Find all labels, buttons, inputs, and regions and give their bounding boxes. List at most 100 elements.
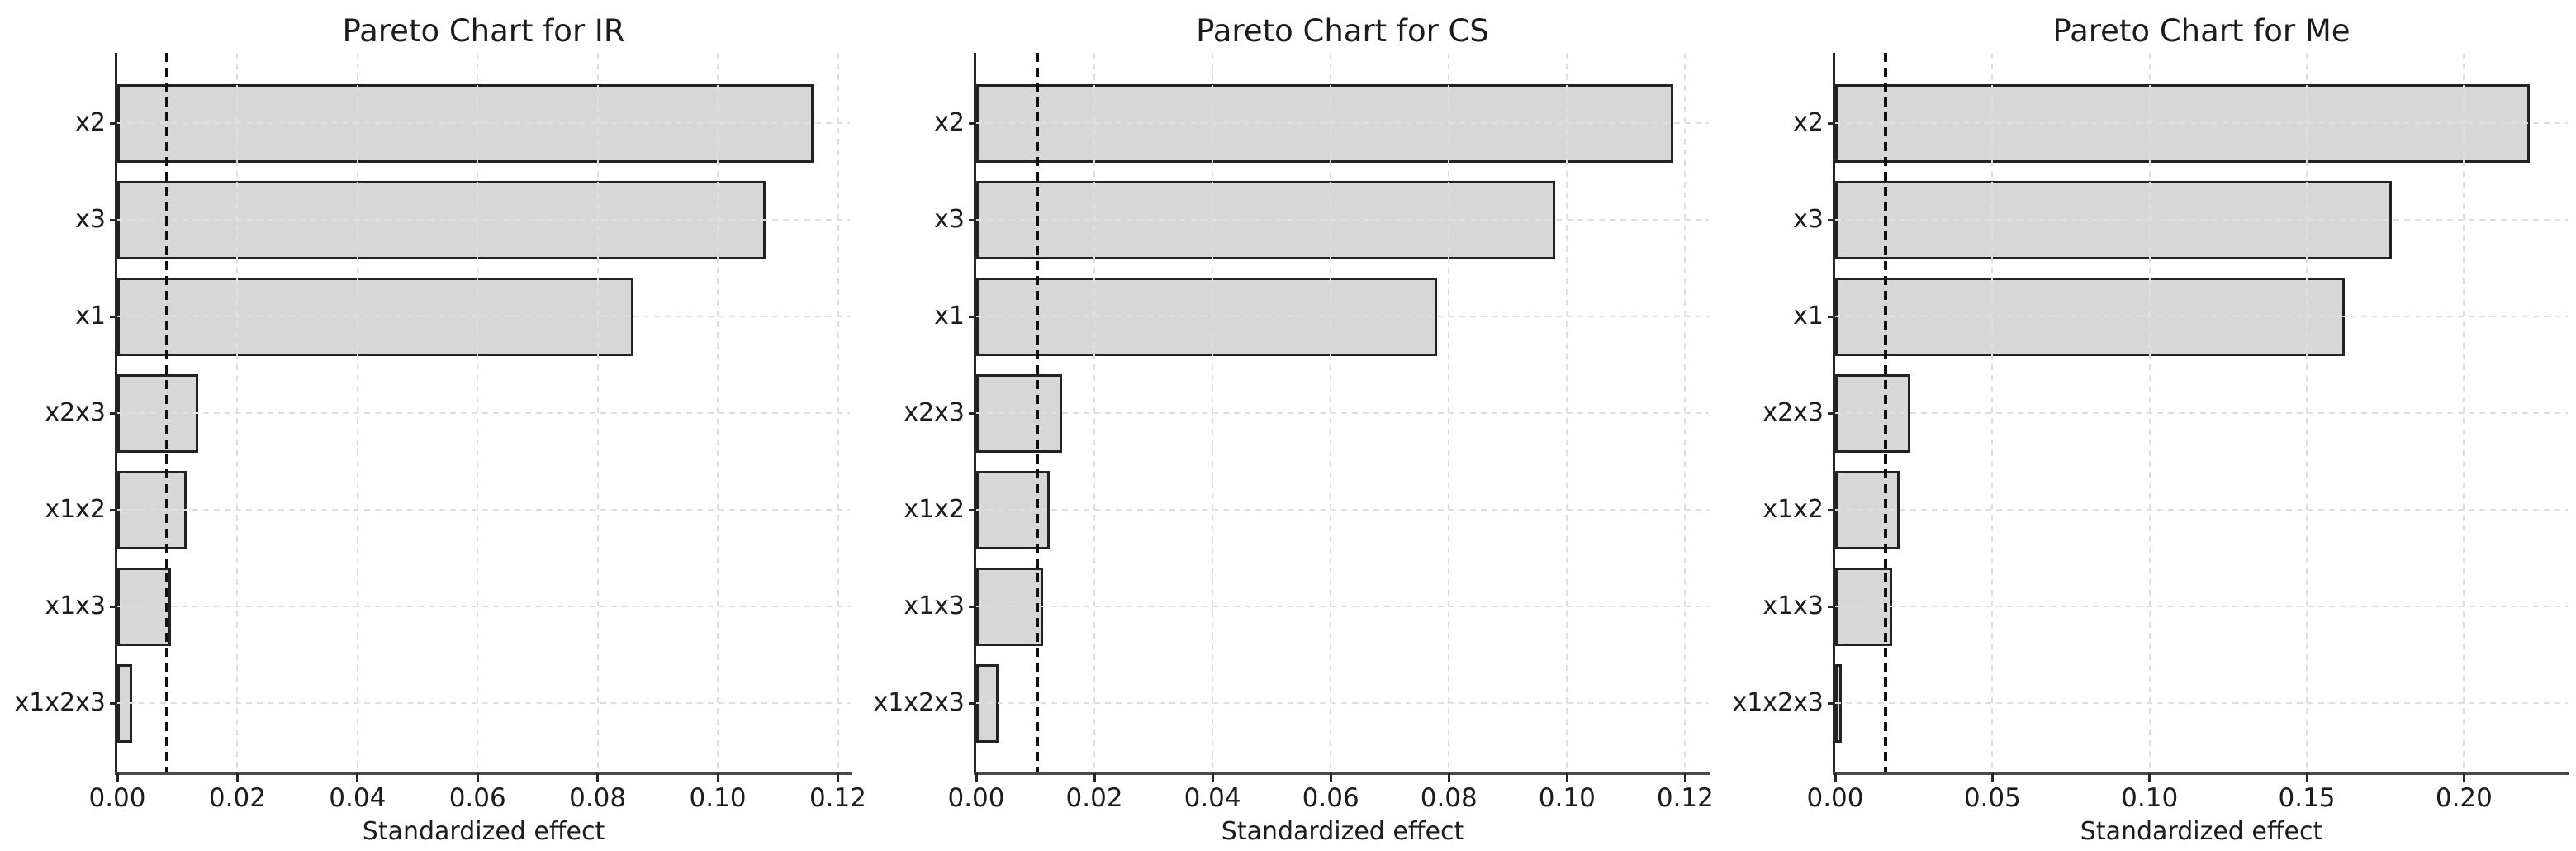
category-label: x1x3 [904, 592, 965, 620]
y-tick-mark [110, 605, 117, 608]
gridline-horizontal [117, 702, 850, 704]
y-tick-mark [110, 508, 117, 511]
x-tick-mark [1329, 773, 1332, 782]
gridline-horizontal [1835, 702, 2568, 704]
x-tick-label: 0.00 [88, 783, 146, 813]
y-tick-mark [1828, 508, 1835, 511]
category-label: x1 [934, 302, 965, 330]
x-tick-label: 0.15 [2278, 783, 2336, 813]
category-label: x2x3 [904, 398, 965, 427]
x-tick-mark [596, 773, 600, 782]
gridline-horizontal [117, 412, 850, 414]
x-tick-mark [476, 773, 479, 782]
y-tick-mark [110, 411, 117, 415]
category-label: x2 [75, 108, 106, 137]
category-label: x1x2x3 [14, 688, 106, 717]
x-tick-label: 0.08 [1420, 783, 1478, 813]
gridline-horizontal [117, 509, 850, 511]
y-axis-spine [1833, 53, 1835, 775]
y-tick-mark [1828, 605, 1835, 608]
gridline-horizontal [117, 606, 850, 607]
y-tick-mark [969, 218, 976, 221]
category-label: x1x2 [904, 495, 965, 524]
x-tick-label: 0.02 [1065, 783, 1123, 813]
gridline-horizontal [976, 606, 1709, 607]
x-tick-label: 0.08 [569, 783, 627, 813]
x-tick-mark [975, 773, 978, 782]
y-tick-mark [969, 411, 976, 415]
chart-title: Pareto Chart for CS [1196, 13, 1489, 49]
category-label: x3 [75, 205, 106, 234]
category-label: x2 [1793, 108, 1824, 137]
x-axis-label: Standardized effect [362, 817, 605, 846]
y-tick-mark [969, 605, 976, 608]
y-tick-mark [969, 701, 976, 705]
gridline-horizontal [976, 702, 1709, 704]
chart-title: Pareto Chart for IR [342, 13, 625, 49]
pareto-chart-ir: Pareto Chart for IR x2 x3 x1 x2x3 x1x2 x1x3 x1x… [0, 0, 866, 851]
gridline-horizontal [1835, 219, 2568, 221]
x-tick-mark [2305, 773, 2308, 782]
x-tick-mark [1834, 773, 1837, 782]
x-tick-label: 0.10 [1538, 783, 1596, 813]
y-tick-mark [1828, 701, 1835, 705]
threshold-line [1036, 53, 1040, 773]
x-tick-mark [235, 773, 239, 782]
x-axis-spine [115, 772, 852, 775]
y-tick-mark [969, 508, 976, 511]
x-tick-label: 0.00 [947, 783, 1005, 813]
x-axis-label: Standardized effect [2080, 817, 2323, 846]
y-tick-mark [969, 121, 976, 125]
category-label: x1x3 [1762, 592, 1824, 620]
category-label: x3 [1793, 205, 1824, 234]
gridline-horizontal [976, 412, 1709, 414]
gridline-horizontal [1835, 412, 2568, 414]
category-label: x2 [934, 108, 965, 137]
x-tick-mark [356, 773, 359, 782]
x-axis-label: Standardized effect [1221, 817, 1464, 846]
pareto-chart-me: Pareto Chart for Me x2 x3 x1 x2x3 x1x2 x1x3 x1x… [1718, 0, 2576, 851]
x-tick-label: 0.12 [809, 783, 866, 813]
x-tick-label: 0.00 [1806, 783, 1864, 813]
x-tick-mark [716, 773, 719, 782]
gridline-horizontal [117, 122, 850, 124]
x-tick-label: 0.04 [1184, 783, 1241, 813]
x-tick-mark [2148, 773, 2151, 782]
chart-title: Pareto Chart for Me [2052, 13, 2351, 49]
threshold-line [1883, 53, 1887, 773]
category-label: x1x2 [1762, 495, 1824, 524]
plot-area [1828, 53, 2569, 782]
category-label: x3 [934, 205, 965, 234]
pareto-chart-cs: Pareto Chart for CS x2 x3 x1 x2x3 x1x2 x1x3 x1x… [859, 0, 1717, 851]
y-tick-mark [1828, 315, 1835, 318]
x-tick-mark [1565, 773, 1568, 782]
x-axis-spine [1833, 772, 2569, 775]
gridline-horizontal [1835, 509, 2568, 511]
x-tick-mark [1990, 773, 1994, 782]
x-tick-label: 0.10 [2121, 783, 2179, 813]
x-tick-mark [1447, 773, 1450, 782]
gridline-horizontal [976, 122, 1709, 124]
gridline-horizontal [1835, 316, 2568, 317]
x-tick-label: 0.20 [2435, 783, 2493, 813]
y-tick-mark [110, 315, 117, 318]
y-axis-spine [115, 53, 117, 775]
y-tick-mark [1828, 411, 1835, 415]
x-tick-label: 0.12 [1656, 783, 1714, 813]
x-tick-label: 0.04 [329, 783, 387, 813]
gridline-horizontal [976, 219, 1709, 221]
category-label: x1 [75, 302, 106, 330]
x-tick-mark [116, 773, 119, 782]
plot-area [110, 53, 852, 782]
threshold-line [165, 53, 169, 773]
category-label: x1 [1793, 302, 1824, 330]
y-tick-mark [110, 218, 117, 221]
category-label: x2x3 [1762, 398, 1824, 427]
x-tick-label: 0.06 [1302, 783, 1359, 813]
x-tick-mark [836, 773, 839, 782]
x-tick-label: 0.06 [448, 783, 506, 813]
category-label: x1x2x3 [873, 688, 965, 717]
category-label: x2x3 [45, 398, 106, 427]
y-tick-mark [1828, 121, 1835, 125]
